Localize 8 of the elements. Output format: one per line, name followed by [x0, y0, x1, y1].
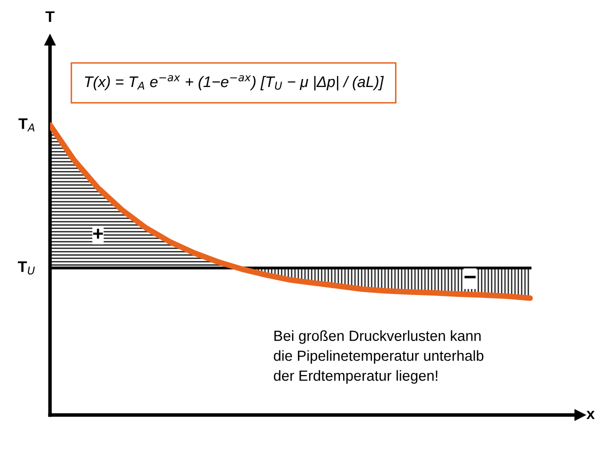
text: T — [46, 11, 55, 22]
text: T$_{A}$ — [18, 118, 34, 132]
annotation: Bei großen Druckverlusten kann die Pipelinetemperatur unterhalb der Erdtemperatur liegen! — [274, 330, 484, 384]
annotation: + — [93, 228, 103, 239]
ref-line-label: T$_{U}$ — [18, 261, 35, 275]
annotation: − — [464, 276, 476, 278]
text: T(x) = T$_{A}$ e$^{−ax}$ + (1−e$^{−ax}$) [T$_{U}$ − μ |Δp| / (aL)] — [84, 75, 384, 90]
text: x — [586, 410, 595, 419]
